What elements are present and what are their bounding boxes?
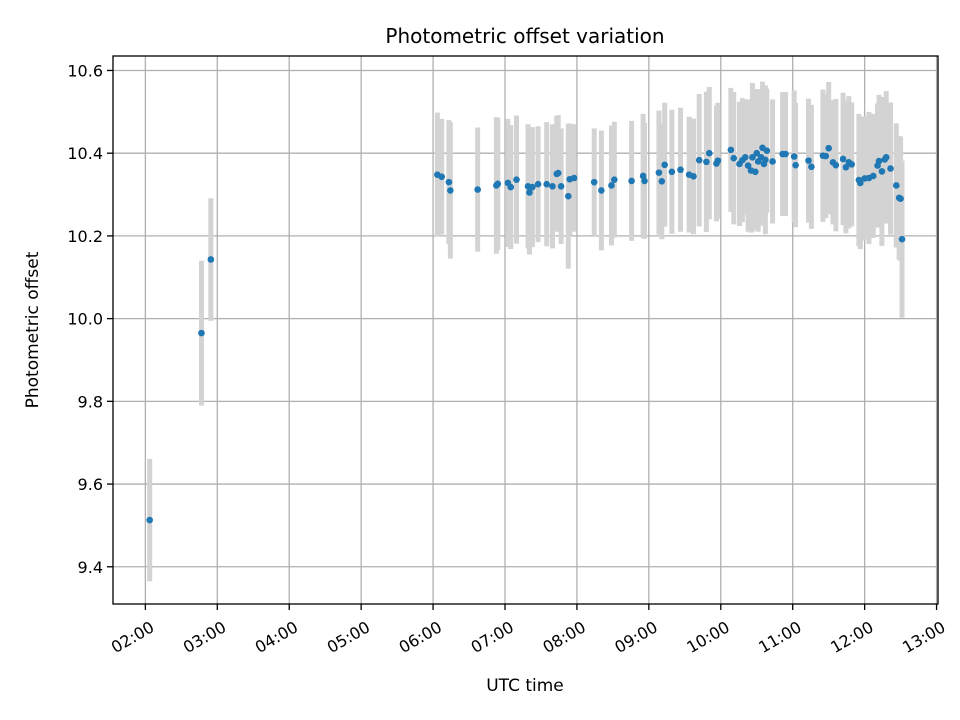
data-point bbox=[714, 157, 722, 164]
data-point bbox=[677, 166, 684, 174]
data-point bbox=[590, 178, 598, 186]
data-points bbox=[146, 144, 906, 524]
data-point bbox=[769, 158, 776, 165]
data-point bbox=[752, 168, 759, 176]
y-tick-label: 9.6 bbox=[78, 475, 103, 494]
data-point bbox=[842, 163, 850, 171]
data-point bbox=[529, 183, 536, 191]
data-point bbox=[198, 329, 205, 337]
data-point bbox=[892, 182, 900, 189]
y-axis-ticks: 9.4 9.6 9.8 10.0 10.2 10.4 10.6 bbox=[67, 61, 113, 577]
data-point bbox=[611, 176, 618, 183]
data-point bbox=[668, 168, 676, 176]
data-point bbox=[639, 172, 647, 180]
data-point bbox=[549, 182, 556, 190]
data-point bbox=[744, 162, 752, 169]
plot-frame bbox=[112, 55, 939, 605]
data-point bbox=[727, 146, 735, 154]
data-point bbox=[146, 516, 153, 524]
data-point bbox=[825, 144, 832, 152]
data-point bbox=[822, 152, 830, 160]
data-point bbox=[641, 177, 648, 185]
data-point bbox=[474, 186, 481, 193]
data-point bbox=[792, 161, 799, 169]
data-point bbox=[513, 176, 520, 183]
data-point bbox=[703, 158, 710, 166]
data-point bbox=[730, 154, 738, 162]
data-point bbox=[749, 154, 756, 161]
y-tick-label: 10.6 bbox=[67, 61, 103, 80]
data-point bbox=[887, 165, 894, 172]
data-point bbox=[753, 149, 761, 157]
data-point bbox=[762, 156, 769, 164]
data-point bbox=[857, 179, 864, 187]
data-point bbox=[655, 169, 663, 176]
chart-title: Photometric offset variation bbox=[385, 24, 664, 48]
data-point bbox=[705, 149, 713, 157]
data-point bbox=[848, 161, 855, 168]
data-point bbox=[207, 256, 215, 263]
data-point bbox=[882, 154, 890, 161]
data-point bbox=[808, 163, 815, 171]
data-point bbox=[869, 172, 877, 180]
data-point bbox=[832, 161, 840, 169]
data-point bbox=[805, 157, 812, 164]
data-point bbox=[782, 150, 789, 158]
x-axis-label: UTC time bbox=[486, 676, 564, 696]
data-point bbox=[598, 187, 605, 194]
y-axis-label: Photometric offset bbox=[23, 251, 43, 408]
data-point bbox=[543, 180, 551, 188]
data-point bbox=[526, 189, 533, 196]
y-tick-label: 10.4 bbox=[67, 144, 103, 163]
data-point bbox=[741, 154, 749, 161]
data-point bbox=[554, 169, 562, 177]
data-point bbox=[438, 173, 446, 181]
data-point bbox=[445, 178, 453, 186]
data-point bbox=[557, 182, 565, 190]
y-tick-label: 9.4 bbox=[78, 558, 103, 577]
data-point bbox=[875, 157, 883, 165]
data-point bbox=[839, 155, 847, 163]
data-point bbox=[507, 183, 515, 191]
y-tick-label: 10.2 bbox=[67, 227, 103, 246]
data-point bbox=[570, 174, 578, 182]
data-point bbox=[628, 177, 635, 185]
data-point bbox=[790, 153, 798, 160]
data-point bbox=[695, 156, 703, 164]
data-point bbox=[608, 182, 615, 189]
y-tick-label: 9.8 bbox=[78, 392, 103, 411]
data-point bbox=[878, 168, 886, 175]
data-point bbox=[690, 173, 697, 180]
y-tick-label: 10.0 bbox=[67, 310, 103, 329]
data-point bbox=[494, 180, 502, 188]
data-point bbox=[661, 161, 668, 169]
data-point bbox=[658, 178, 666, 185]
data-point bbox=[534, 180, 542, 188]
data-point bbox=[898, 235, 906, 243]
data-point bbox=[564, 192, 572, 200]
data-point bbox=[897, 195, 904, 202]
data-point bbox=[447, 187, 454, 194]
data-point bbox=[763, 147, 771, 155]
